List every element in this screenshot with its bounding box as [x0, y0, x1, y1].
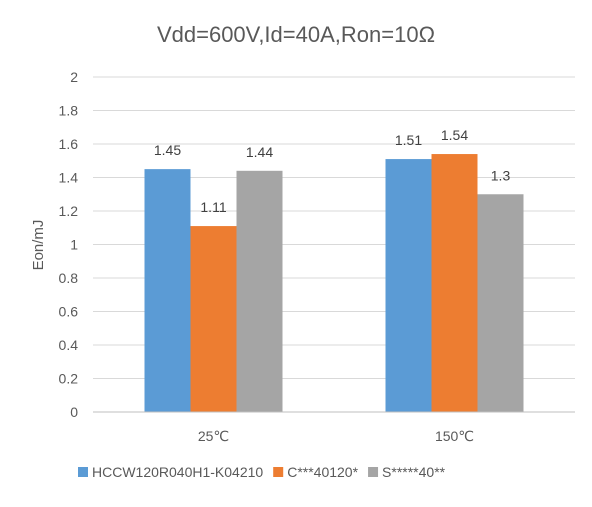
bar — [190, 226, 237, 412]
y-tick-label: 0.6 — [59, 304, 79, 320]
legend-label: HCCW120R040H1-K04210 — [92, 464, 263, 480]
bars — [144, 154, 524, 413]
data-label: 1.54 — [441, 127, 468, 143]
y-tick-label: 0.8 — [59, 270, 79, 286]
bar — [236, 170, 283, 412]
legend-swatch — [368, 467, 379, 477]
y-tick-label: 0 — [70, 404, 78, 420]
bar — [431, 154, 478, 413]
data-labels: 1.45 1.11 1.44 1.51 1.54 1.3 — [154, 127, 511, 215]
y-tick-label: 1.8 — [59, 103, 79, 119]
x-category-label: 150℃ — [435, 428, 474, 444]
x-category-label: 25℃ — [198, 428, 229, 444]
y-axis-ticks: 0 0.2 0.4 0.6 0.8 1 1.2 1.4 1.6 1.8 2 — [59, 69, 79, 420]
legend-label: C***40120* — [287, 464, 358, 480]
legend-label: S*****40** — [382, 464, 446, 480]
y-tick-label: 2 — [70, 69, 78, 85]
chart-title: Vdd=600V,Id=40A,Ron=10Ω — [157, 22, 435, 47]
legend-swatch — [78, 467, 88, 477]
data-label: 1.45 — [154, 142, 181, 158]
bar — [477, 194, 524, 412]
y-tick-label: 1.4 — [59, 170, 79, 186]
data-label: 1.51 — [395, 132, 422, 148]
bar — [144, 169, 191, 412]
y-tick-label: 1.2 — [59, 203, 79, 219]
y-axis-title: Eon/mJ — [30, 220, 47, 271]
legend: HCCW120R040H1-K04210 C***40120* S*****40** — [78, 464, 446, 480]
y-tick-label: 0.2 — [59, 371, 79, 387]
bar — [385, 159, 432, 412]
x-axis-categories: 25℃ 150℃ — [198, 428, 474, 444]
y-tick-label: 0.4 — [59, 337, 79, 353]
y-tick-label: 1 — [70, 237, 78, 253]
legend-swatch — [273, 467, 284, 477]
data-label: 1.3 — [491, 167, 511, 183]
y-tick-label: 1.6 — [59, 136, 79, 152]
data-label: 1.44 — [246, 144, 273, 160]
data-label: 1.11 — [200, 199, 226, 215]
